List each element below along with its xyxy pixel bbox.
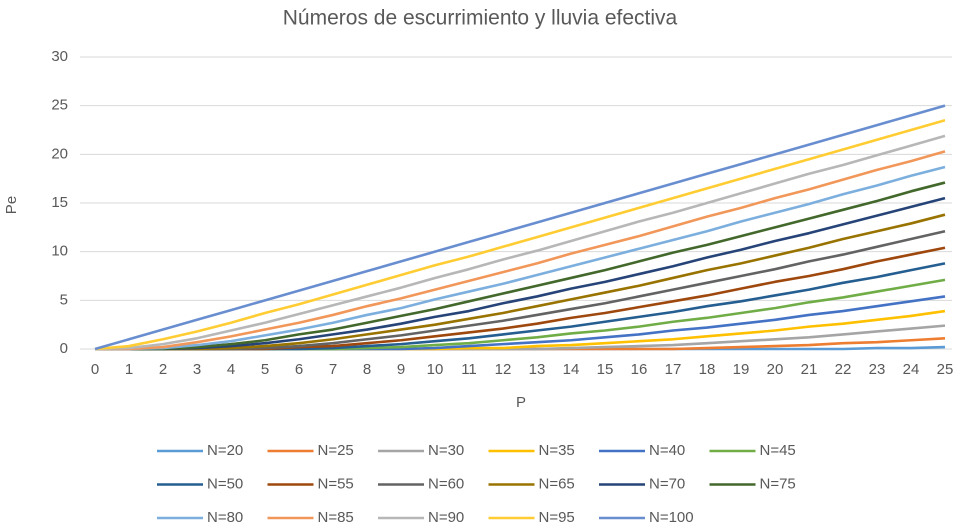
legend-label: N=20 [207,442,243,459]
x-tick-label: 20 [767,361,784,378]
x-tick-label: 2 [159,361,167,378]
x-tick-label: 8 [363,361,371,378]
x-tick-label: 15 [597,361,614,378]
legend-label: N=90 [428,509,464,526]
series-line [94,134,946,351]
x-tick-label: 0 [91,361,99,378]
x-tick-label: 18 [699,361,716,378]
legend-label: N=50 [207,475,243,492]
legend-label: N=30 [428,442,464,459]
y-tick-label: 0 [60,340,68,357]
x-tick-label: 25 [937,361,954,378]
series-line [95,150,946,351]
legend-label: N=55 [318,475,354,492]
x-tick-label: 24 [903,361,920,378]
chart-title: Números de escurrimiento y lluvia efecti… [283,7,678,30]
x-tick-label: 19 [733,361,750,378]
x-tick-label: 10 [427,361,444,378]
series-line [94,119,946,351]
x-tick-label: 3 [193,361,201,378]
series-line [95,213,946,351]
x-tick-label: 9 [397,361,405,378]
series-line [95,181,946,351]
x-tick-label: 7 [329,361,337,378]
x-tick-label: 1 [125,361,133,378]
x-tick-label: 17 [665,361,682,378]
x-tick-label: 13 [529,361,546,378]
legend-label: N=35 [539,442,575,459]
legend-label: N=85 [318,509,354,526]
x-tick-label: 4 [227,361,235,378]
y-tick-label: 20 [51,145,68,162]
x-tick-label: 5 [261,361,269,378]
y-tick-label: 25 [51,97,68,114]
x-tick-label: 23 [869,361,886,378]
legend-label: N=40 [649,442,685,459]
x-tick-label: 21 [801,361,818,378]
x-tick-label: 12 [495,361,512,378]
series-line [94,104,946,351]
legend-label: N=45 [760,442,796,459]
x-axis-label: P [516,394,526,411]
legend-label: N=75 [760,475,796,492]
legend-label: N=95 [539,509,575,526]
y-tick-label: 15 [51,194,68,211]
legend-label: N=80 [207,509,243,526]
y-tick-label: 30 [51,48,68,65]
legend-label: N=65 [539,475,575,492]
x-tick-label: 14 [563,361,580,378]
y-tick-label: 5 [60,291,68,308]
x-tick-label: 16 [631,361,648,378]
x-tick-label: 22 [835,361,852,378]
series-line [95,165,946,351]
x-tick-label: 6 [295,361,303,378]
legend-label: N=60 [428,475,464,492]
series-line [95,196,946,351]
x-tick-label: 11 [461,361,477,378]
legend-label: N=25 [318,442,354,459]
legend-label: N=70 [649,475,685,492]
y-axis-label: Pe [3,196,20,214]
legend-label: N=100 [649,509,694,526]
y-tick-label: 10 [51,243,68,260]
